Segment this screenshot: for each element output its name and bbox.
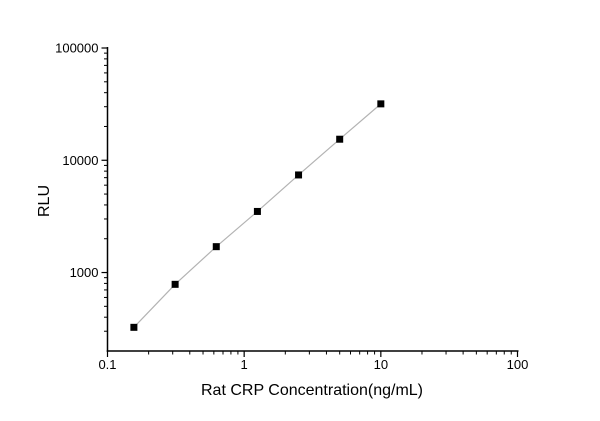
x-tick-label: 100 [507,357,529,372]
axis-tick-labels: 0.1 1 10 100 1000 10000 100000 [55,41,528,373]
x-tick-label: 1 [241,357,248,372]
y-axis-title: RLU [36,184,53,218]
fit-line [133,103,382,328]
data-point-marker [171,280,179,288]
y-tick-label: 10000 [62,153,98,168]
x-axis-title: Rat CRP Concentration(ng/mL) [200,382,424,399]
data-point-marker [212,243,220,251]
axis-ticks [101,47,519,357]
data-point-marker [253,207,261,215]
x-tick-label: 0.1 [98,357,116,372]
data-point-marker [130,323,138,331]
y-tick-label: 100000 [55,41,98,56]
data-series [130,100,385,331]
x-tick-label: 10 [374,357,388,372]
axes [106,47,519,352]
data-point-marker [295,171,303,179]
data-point-marker [377,100,385,108]
data-point-marker [336,135,344,143]
y-tick-label: 1000 [70,265,99,280]
